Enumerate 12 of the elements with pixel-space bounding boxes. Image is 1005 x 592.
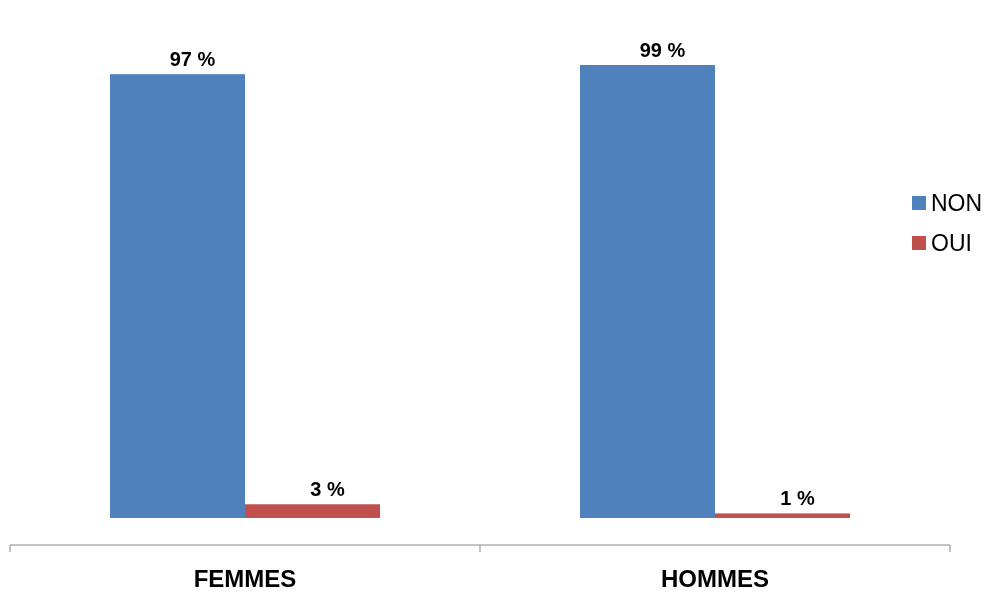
bar: [580, 65, 715, 518]
bar: [245, 504, 380, 518]
data-label: 1 %: [780, 487, 815, 510]
x-tick-label: FEMMES: [193, 565, 297, 592]
data-label: 97 %: [169, 48, 216, 71]
data-label: 3 %: [310, 478, 345, 501]
bar: [715, 513, 850, 518]
bar: [110, 74, 245, 518]
legend-label: NON: [931, 190, 983, 216]
x-tick-label: HOMMES: [661, 565, 769, 592]
legend-label: OUI: [931, 230, 972, 256]
data-label: 99 %: [639, 39, 686, 61]
